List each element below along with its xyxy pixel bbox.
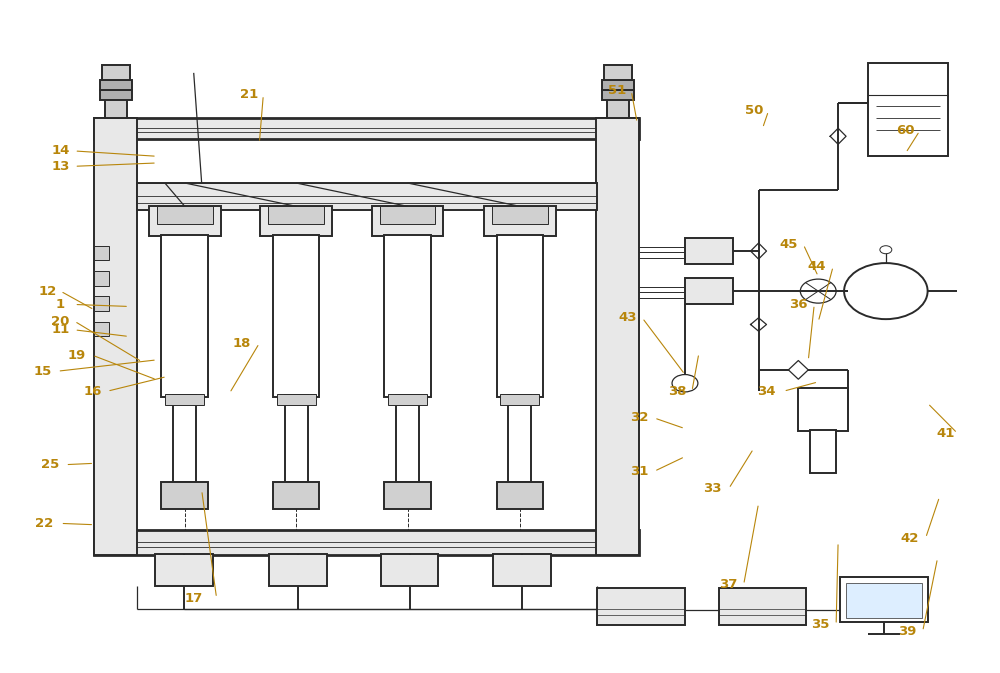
Bar	[94, 246, 109, 260]
Bar	[273, 482, 319, 509]
Circle shape	[697, 283, 721, 299]
Bar	[798, 388, 848, 431]
Bar	[173, 395, 196, 482]
Bar	[268, 207, 324, 224]
Text: 44: 44	[807, 260, 825, 273]
Bar	[607, 69, 629, 118]
Text: 21: 21	[240, 88, 259, 102]
Bar	[105, 69, 127, 118]
Bar	[868, 63, 948, 156]
Bar	[94, 271, 109, 286]
Text: 15: 15	[33, 365, 52, 378]
Text: 17: 17	[185, 592, 203, 604]
Bar	[810, 430, 836, 473]
Bar	[846, 583, 922, 618]
Bar	[155, 554, 213, 586]
Text: 43: 43	[618, 312, 637, 324]
Text: 11: 11	[51, 323, 70, 336]
Bar	[94, 118, 137, 555]
Circle shape	[844, 263, 928, 319]
Bar	[277, 394, 316, 404]
Bar	[500, 394, 539, 404]
Bar	[380, 207, 435, 224]
Bar	[497, 235, 543, 396]
Text: 31: 31	[630, 465, 648, 478]
Bar	[484, 207, 556, 236]
Text: 16: 16	[83, 385, 101, 398]
Text: 13: 13	[51, 160, 70, 173]
Bar	[384, 482, 431, 509]
Circle shape	[880, 246, 892, 254]
Bar	[94, 118, 639, 139]
Bar	[102, 65, 130, 79]
Text: 45: 45	[779, 238, 798, 251]
Text: 25: 25	[41, 458, 60, 471]
Bar	[273, 235, 319, 396]
Text: 18: 18	[232, 336, 251, 350]
Bar	[161, 482, 208, 509]
Text: 22: 22	[35, 517, 54, 530]
Bar	[493, 554, 551, 586]
Text: 39: 39	[899, 625, 917, 638]
Bar	[94, 322, 109, 336]
Text: 35: 35	[811, 618, 829, 631]
Bar	[602, 79, 634, 90]
Bar	[508, 395, 531, 482]
Text: 38: 38	[668, 385, 686, 398]
Circle shape	[800, 279, 836, 303]
Bar	[381, 554, 438, 586]
Text: 34: 34	[757, 385, 776, 398]
Circle shape	[672, 375, 698, 392]
Bar	[840, 577, 928, 622]
Bar	[260, 207, 332, 236]
Bar	[602, 90, 634, 100]
Bar	[497, 482, 543, 509]
Bar	[596, 118, 639, 555]
Bar	[597, 588, 685, 625]
Text: 19: 19	[67, 349, 85, 361]
Bar	[396, 395, 419, 482]
Text: 12: 12	[38, 285, 57, 297]
Bar	[157, 207, 213, 224]
Bar	[372, 207, 443, 236]
Text: 1: 1	[56, 298, 65, 311]
Text: 33: 33	[704, 482, 722, 495]
Bar	[100, 90, 132, 100]
Bar	[719, 588, 806, 625]
Bar	[285, 395, 308, 482]
Bar	[165, 394, 204, 404]
Bar	[492, 207, 548, 224]
Text: 36: 36	[789, 298, 808, 311]
Bar	[94, 530, 639, 555]
Bar	[685, 278, 733, 304]
Text: 14: 14	[51, 145, 70, 157]
Text: 42: 42	[901, 532, 919, 544]
Bar	[149, 207, 221, 236]
Text: 60: 60	[896, 125, 915, 137]
Bar	[94, 296, 109, 311]
Bar	[161, 235, 208, 396]
Text: 37: 37	[720, 578, 738, 592]
Bar	[100, 79, 132, 90]
Text: 41: 41	[936, 427, 955, 439]
Bar	[685, 238, 733, 264]
Bar	[137, 183, 597, 210]
Bar	[384, 235, 431, 396]
Text: 20: 20	[51, 315, 70, 328]
Text: 51: 51	[608, 84, 626, 98]
Bar	[388, 394, 427, 404]
Bar	[269, 554, 327, 586]
Text: 32: 32	[630, 411, 648, 425]
Bar	[604, 65, 632, 79]
Circle shape	[697, 243, 721, 259]
Text: 50: 50	[745, 104, 764, 117]
